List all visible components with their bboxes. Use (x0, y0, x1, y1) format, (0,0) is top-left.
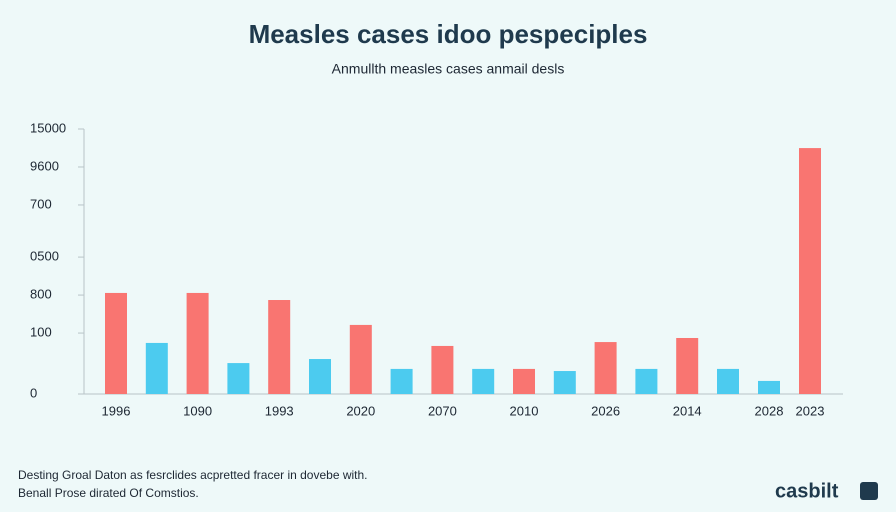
x-tick-label: 2070 (428, 403, 457, 418)
bar (390, 368, 413, 394)
bar (227, 363, 250, 394)
chart-subtitle: Anmullth measles cases anmail desls (332, 61, 565, 77)
bar (799, 148, 821, 394)
bar (717, 368, 739, 394)
brand: casbilt (775, 480, 839, 502)
x-tick-label: 2023 (796, 403, 825, 418)
chart-title: Measles cases idoo pespeciples (249, 19, 648, 49)
y-tick-label: 0500 (30, 249, 59, 264)
bar (513, 368, 535, 394)
bar (431, 345, 454, 394)
y-tick-label: 100 (30, 324, 52, 339)
bar (309, 359, 331, 394)
footnote: Benall Prose dirated Of Comstios. (18, 486, 199, 500)
bar (268, 300, 291, 394)
bar (758, 380, 780, 394)
y-tick-label: 800 (30, 287, 52, 302)
bar (472, 368, 495, 394)
x-tick-label: 1090 (183, 403, 212, 418)
y-tick-label: 9600 (30, 158, 59, 173)
y-tick-label: 15000 (30, 120, 66, 135)
x-tick-label: 1993 (265, 403, 294, 418)
x-tick-label: 2028 (755, 403, 784, 418)
y-tick-label: 700 (30, 196, 52, 211)
bar (105, 292, 127, 394)
bar (676, 337, 699, 394)
x-tick-label: 2020 (346, 403, 375, 418)
x-tick-label: 1996 (102, 403, 131, 418)
footnote: Desting Groal Daton as fesrclides acpret… (18, 468, 368, 482)
y-tick-label: 0 (30, 385, 37, 400)
bar (553, 371, 576, 394)
x-tick-label: 2026 (591, 403, 620, 418)
x-tick-label: 2014 (673, 403, 702, 418)
bar (145, 342, 168, 394)
bar (635, 368, 658, 394)
brand-icon (860, 482, 878, 500)
x-tick-label: 2010 (510, 403, 539, 418)
bar (186, 292, 209, 394)
bar (594, 342, 617, 394)
bar (349, 324, 372, 394)
